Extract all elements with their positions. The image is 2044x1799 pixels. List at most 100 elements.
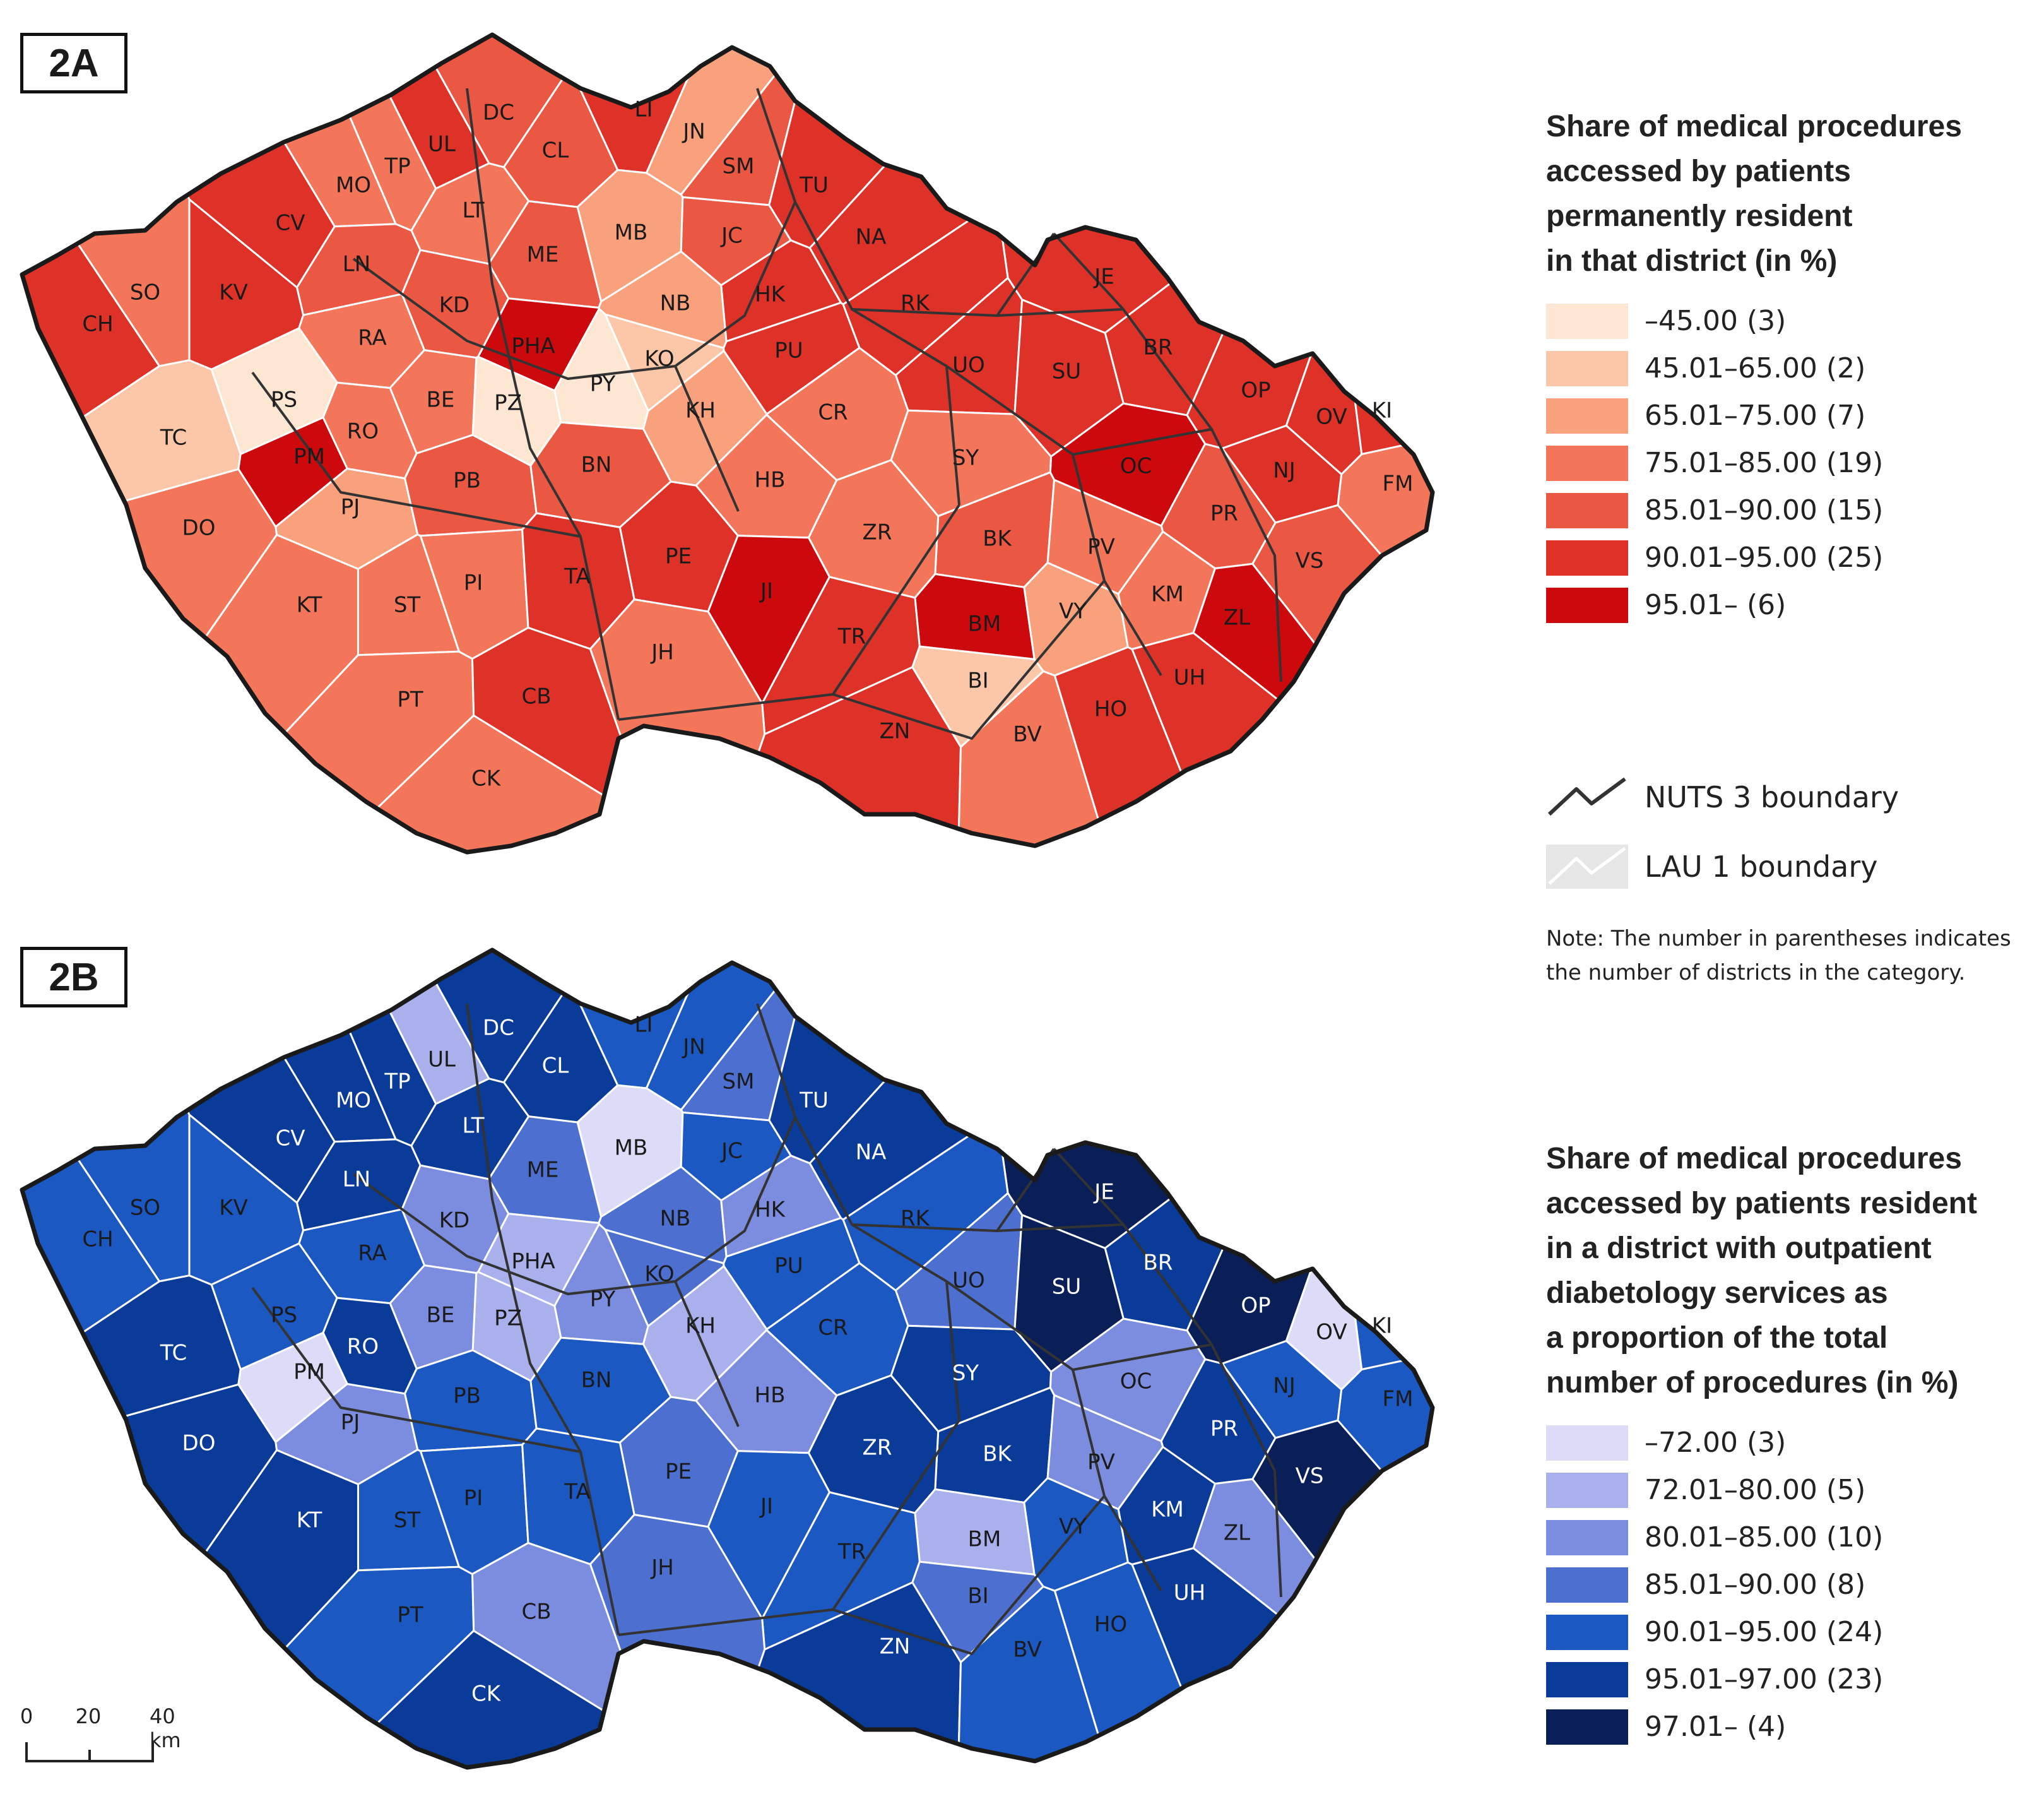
district-label-be: BE [427, 1303, 455, 1328]
district-label-pv: PV [1087, 1450, 1115, 1475]
district-label-oc: OC [1120, 1369, 1152, 1394]
legend-class-label: 85.01–90.00 (8) [1645, 1569, 1865, 1601]
legend-class-label: 75.01–85.00 (19) [1645, 447, 1883, 479]
district-label-zn: ZN [880, 1634, 911, 1659]
district-label-lt: LT [462, 1113, 484, 1139]
district-label-ki: KI [1372, 398, 1392, 424]
scale-bar: 0 20 40 km [19, 1704, 208, 1774]
district-label-fm: FM [1383, 1387, 1414, 1412]
district-label-ov: OV [1316, 405, 1347, 430]
scale-line [19, 1736, 208, 1774]
district-label-st: ST [394, 1508, 421, 1533]
legend-swatch [1546, 493, 1628, 528]
legend-class-label: 80.01–85.00 (10) [1645, 1521, 1883, 1553]
legend-swatch [1546, 1473, 1628, 1508]
nuts-boundary-legend: NUTS 3 boundary [1546, 775, 1899, 819]
legend-class-label: 90.01–95.00 (24) [1645, 1616, 1883, 1648]
legend-note: Note: The number in parentheses indicate… [1546, 922, 2038, 990]
district-label-mo: MO [336, 1088, 371, 1113]
district-label-pz: PZ [494, 391, 522, 416]
district-label-pu: PU [774, 338, 803, 364]
district-label-bn: BN [581, 1368, 612, 1393]
district-label-cl: CL [542, 1054, 569, 1079]
district-label-op: OP [1241, 1293, 1270, 1319]
legend-swatch [1546, 588, 1628, 623]
district-label-cb: CB [521, 684, 551, 710]
legend-b: Share of medical procedures accessed by … [1546, 1136, 2032, 1750]
district-label-sm: SM [723, 154, 755, 179]
district-label-nj: NJ [1273, 458, 1295, 484]
district-label-km: KM [1151, 582, 1184, 607]
district-label-kd: KD [439, 293, 470, 318]
legend-b-class-5: 95.01–97.00 (23) [1546, 1656, 2032, 1703]
legend-swatch [1546, 446, 1628, 481]
district-label-pb: PB [453, 468, 481, 494]
district-label-ch: CH [82, 312, 113, 337]
district-label-br: BR [1143, 335, 1173, 360]
district-label-pz: PZ [494, 1306, 522, 1331]
legend-b-class-0: –72.00 (3) [1546, 1419, 2032, 1466]
district-vs [1253, 505, 1527, 884]
legend-b-class-4: 90.01–95.00 (24) [1546, 1608, 2032, 1656]
district-label-ji: JI [759, 1494, 773, 1519]
district-label-na: NA [856, 1140, 887, 1165]
district-label-ji: JI [759, 579, 773, 604]
legend-b-class-3: 85.01–90.00 (8) [1546, 1561, 2032, 1608]
district-polygons-b [13, 928, 1527, 1799]
district-label-ul: UL [428, 132, 456, 157]
district-label-jh: JH [650, 1555, 674, 1581]
district-label-nb: NB [660, 291, 691, 316]
legend-class-label: 95.01–97.00 (23) [1645, 1663, 1883, 1695]
district-label-ps: PS [271, 1303, 297, 1328]
district-label-kv: KV [219, 280, 248, 306]
district-label-jn: JN [682, 1035, 705, 1060]
district-label-zl: ZL [1224, 1521, 1250, 1546]
district-label-op: OP [1241, 378, 1270, 403]
district-label-km: KM [1151, 1497, 1184, 1523]
legend-b-class-2: 80.01–85.00 (10) [1546, 1514, 2032, 1561]
legend-swatch [1546, 1520, 1628, 1555]
district-label-pv: PV [1087, 535, 1115, 560]
lau-boundary-legend: LAU 1 boundary [1546, 845, 1878, 889]
legend-swatch [1546, 540, 1628, 576]
nuts-boundary-label: NUTS 3 boundary [1645, 780, 1899, 814]
district-ki [1339, 13, 1527, 454]
legend-b-class-1: 72.01–80.00 (5) [1546, 1466, 2032, 1514]
district-label-dc: DC [483, 1016, 514, 1041]
legend-a-class-6: 95.01– (6) [1546, 581, 2032, 629]
district-label-dc: DC [483, 100, 514, 126]
district-je [997, 928, 1418, 1248]
district-label-so: SO [130, 280, 160, 306]
district-label-st: ST [394, 593, 421, 618]
district-label-kd: KD [439, 1208, 470, 1233]
district-label-sy: SY [952, 1361, 979, 1386]
district-label-vs: VS [1296, 549, 1324, 574]
district-label-bk: BK [983, 526, 1012, 552]
district-label-bm: BM [968, 1527, 1001, 1552]
district-label-zn: ZN [880, 719, 911, 744]
district-label-hb: HB [755, 1383, 786, 1408]
district-fm [1338, 412, 1527, 759]
legend-a-rows: –45.00 (3)45.01–65.00 (2)65.01–75.00 (7)… [1546, 297, 2032, 629]
district-label-bn: BN [581, 453, 612, 478]
district-label-tp: TP [384, 154, 410, 179]
district-label-su: SU [1052, 359, 1081, 384]
district-label-ov: OV [1316, 1320, 1347, 1345]
legend-class-label: 95.01– (6) [1645, 589, 1786, 621]
district-label-hk: HK [755, 1197, 786, 1223]
legend-swatch [1546, 1425, 1628, 1461]
scale-tick-20: 20 [76, 1704, 102, 1728]
district-label-tr: TR [837, 1540, 866, 1565]
district-label-jc: JC [720, 223, 743, 249]
district-label-pu: PU [774, 1254, 803, 1279]
district-label-cr: CR [818, 400, 848, 425]
district-polygons-a [13, 13, 1527, 884]
district-label-cv: CV [276, 211, 305, 236]
district-label-oc: OC [1120, 454, 1152, 479]
legend-a-class-5: 90.01–95.00 (25) [1546, 534, 2032, 581]
district-label-hk: HK [755, 282, 786, 307]
district-label-tr: TR [837, 624, 866, 650]
legend-swatch [1546, 1709, 1628, 1745]
district-label-cv: CV [276, 1126, 305, 1151]
district-label-li: LI [635, 97, 653, 122]
